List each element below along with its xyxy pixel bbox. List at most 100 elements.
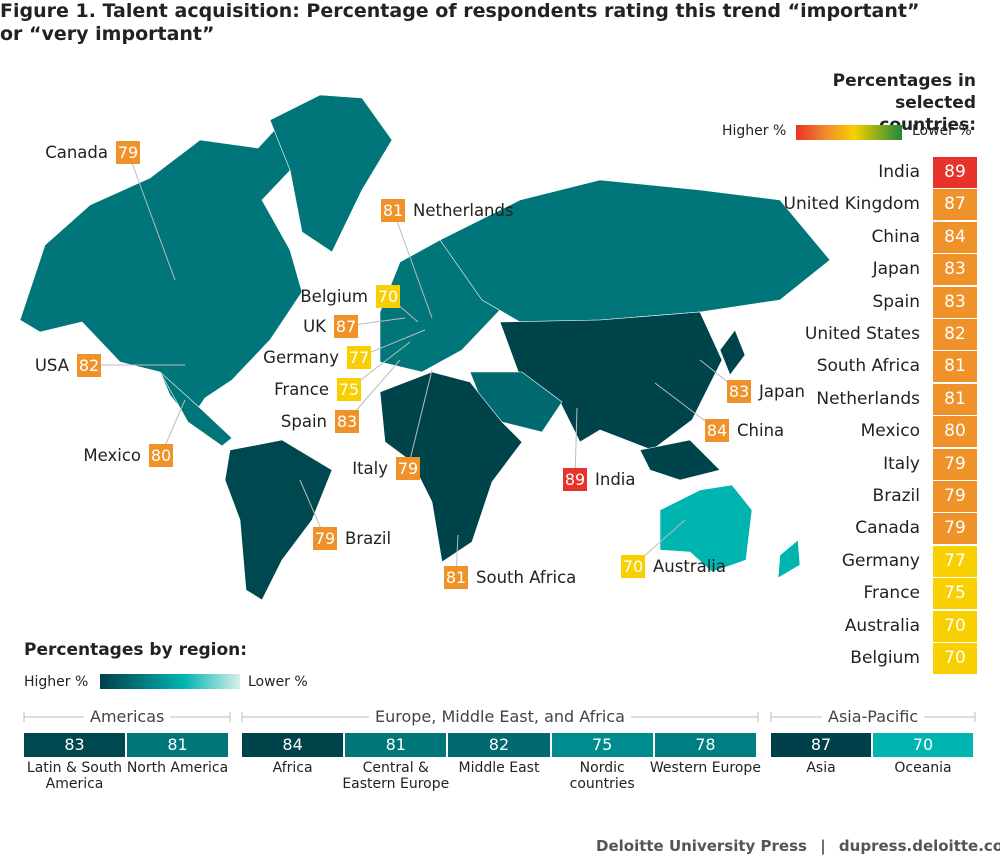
- country-label: Netherlands: [413, 201, 514, 220]
- legend-gradient: [100, 674, 240, 689]
- footer-source: Deloitte University Press: [596, 837, 807, 855]
- value-box: 70: [933, 643, 977, 674]
- country-name: Italy: [883, 453, 920, 474]
- country-name: Mexico: [860, 421, 920, 442]
- value-box: 87: [933, 189, 977, 221]
- value-box: 84: [933, 221, 977, 253]
- footer-separator: |: [820, 837, 826, 855]
- country-name: Australia: [844, 615, 920, 636]
- region-bar: 81: [127, 733, 228, 757]
- country-name: Canada: [855, 518, 920, 539]
- leader-line: [407, 369, 433, 469]
- region-legend-title: Percentages by region:: [24, 640, 248, 660]
- country-label: Spain: [280, 412, 327, 431]
- legend-lower: Lower %: [248, 674, 308, 690]
- footer-url: dupress.deloitte.com: [838, 837, 1000, 855]
- leader-line: [127, 151, 176, 281]
- region-bar: 81: [345, 733, 447, 757]
- region-name: North America: [126, 760, 229, 776]
- legend-lower: Lower %: [912, 123, 972, 139]
- value-box: 80: [149, 444, 173, 467]
- value-box: 83: [727, 380, 751, 403]
- region-name: Western Europe: [649, 760, 761, 776]
- value-box: 81: [933, 383, 977, 415]
- country-label: India: [595, 470, 636, 489]
- region-bar: 82: [448, 733, 550, 757]
- region-bar: 83: [24, 733, 125, 757]
- country-name: Brazil: [872, 486, 920, 506]
- region-name: Central & Eastern Europe: [342, 760, 450, 792]
- value-box: 83: [933, 286, 977, 318]
- value-box: 79: [313, 527, 337, 550]
- group-name: Americas: [84, 707, 171, 726]
- value-box: 79: [116, 141, 140, 164]
- legend-gradient: [796, 125, 902, 140]
- value-box: 83: [335, 410, 359, 433]
- value-box: 83: [933, 254, 977, 286]
- country-label: France: [274, 380, 329, 399]
- legend-higher: Higher %: [24, 674, 89, 690]
- country-legend-title: Percentages in selected countries:: [832, 71, 976, 135]
- country-name: Germany: [841, 550, 920, 571]
- value-box: 77: [933, 545, 977, 577]
- country-label: UK: [303, 317, 326, 336]
- value-box: 80: [933, 416, 977, 448]
- region-bar: 78: [654, 733, 756, 757]
- country-name: China: [871, 226, 920, 247]
- country-name: India: [878, 162, 920, 182]
- title: Figure 1. Talent acquisition: Percentage…: [0, 0, 920, 45]
- country-label: Belgium: [300, 287, 368, 306]
- value-box: 82: [933, 319, 977, 350]
- value-box: 70: [376, 285, 400, 308]
- value-box: 79: [933, 448, 977, 480]
- region-name: Asia: [806, 760, 836, 776]
- value-box: 81: [933, 351, 977, 383]
- value-box: 89: [933, 157, 977, 188]
- country-label: Canada: [45, 143, 108, 162]
- country-label: Mexico: [83, 446, 141, 465]
- value-box: 77: [347, 346, 371, 369]
- landmass: [19, 94, 831, 601]
- leader-line: [392, 209, 433, 319]
- country-name: South Africa: [816, 356, 920, 377]
- value-box: 75: [337, 378, 361, 401]
- region-name: Nordic countries: [569, 760, 635, 792]
- country-label: Australia: [653, 557, 726, 576]
- value-box: 79: [396, 457, 420, 480]
- country-label: Brazil: [345, 529, 392, 548]
- country-name: Spain: [872, 291, 921, 312]
- country-label: Germany: [263, 348, 339, 367]
- country-name: United States: [804, 324, 920, 344]
- region-name: Middle East: [458, 760, 540, 776]
- value-box: 84: [705, 419, 729, 442]
- footer: Deloitte University Press | dupress.delo…: [596, 837, 1000, 855]
- value-box: 89: [563, 468, 587, 491]
- region-bar: 87: [771, 733, 871, 757]
- country-name: France: [863, 583, 920, 604]
- value-box: 75: [933, 578, 977, 610]
- region-bar: 75: [551, 733, 653, 757]
- value-box: 79: [933, 513, 977, 545]
- value-box: 70: [621, 555, 645, 578]
- value-box: 81: [381, 199, 405, 222]
- group-name: Asia-Pacific: [822, 707, 925, 726]
- group-name: Europe, Middle East, and Africa: [369, 707, 631, 726]
- country-label: Italy: [352, 459, 388, 478]
- country-label: South Africa: [476, 568, 577, 587]
- value-box: 82: [77, 354, 101, 377]
- region-name: Latin & South America: [26, 760, 123, 792]
- country-name: Netherlands: [816, 388, 920, 409]
- legend-higher: Higher %: [722, 123, 787, 139]
- country-label: USA: [34, 356, 69, 375]
- value-box: 81: [444, 566, 468, 589]
- country-name: United Kingdom: [783, 194, 920, 215]
- region-bar: 70: [873, 733, 973, 757]
- country-label: Japan: [759, 382, 806, 401]
- region-bar: 84: [242, 733, 344, 757]
- region-name: Africa: [272, 760, 313, 776]
- country-name: Belgium: [850, 648, 920, 668]
- value-box: 70: [933, 610, 977, 642]
- value-box: 87: [334, 315, 358, 338]
